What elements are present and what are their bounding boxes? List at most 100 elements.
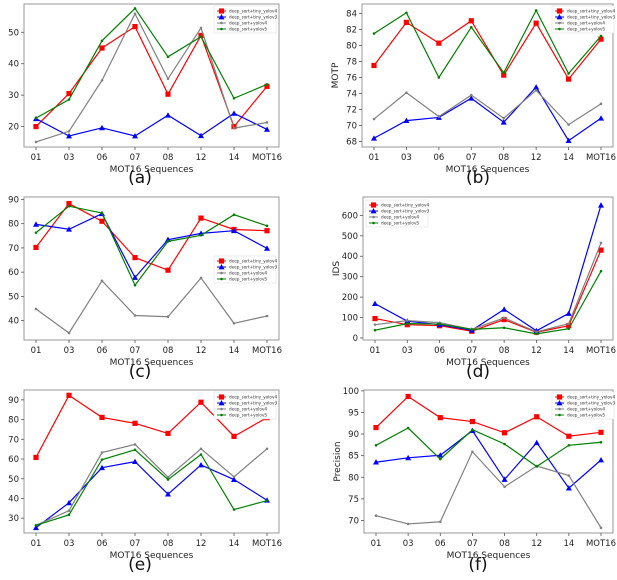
chart-panel-f: 01 03 06 07 08 12 14 MOT16 70 75 80 85 90 95 100 MOT16 … [333, 387, 616, 575]
x-tick-label: 01 [370, 346, 381, 356]
data-point [533, 84, 540, 90]
data-point [503, 442, 506, 446]
x-tick-label: 12 [196, 346, 207, 356]
data-point [372, 300, 378, 307]
data-point [67, 509, 71, 513]
data-point [34, 524, 38, 527]
data-point [471, 428, 474, 432]
data-point [34, 140, 38, 144]
data-point [405, 11, 408, 15]
legend: deep_sort+tiny_yolov4deep_sort+tiny_yolo… [213, 391, 277, 420]
data-point [373, 323, 377, 326]
data-point [100, 279, 104, 283]
x-tick-label: 12 [531, 346, 542, 356]
x-tick-label: 14 [563, 153, 574, 163]
data-point [501, 306, 508, 312]
series-line [35, 460, 268, 529]
data-point [598, 456, 604, 463]
panel-caption: (b) [466, 168, 490, 188]
data-point [232, 213, 236, 216]
x-tick-label: 14 [563, 346, 574, 356]
data-point [502, 326, 506, 330]
y-axis-label: Precision [333, 441, 343, 481]
y-tick-label: 30 [8, 514, 19, 524]
data-point [232, 508, 236, 511]
data-point [232, 96, 236, 100]
x-tick-label: 06 [435, 539, 446, 549]
data-point [166, 77, 170, 81]
series-line [374, 204, 602, 332]
data-point [132, 274, 138, 280]
x-tick-label: 07 [466, 153, 477, 163]
legend-label: deep_sort+yolov5 [229, 413, 267, 418]
legend-label: deep_sort+tiny_yolov3 [567, 401, 615, 406]
data-point [99, 124, 105, 131]
data-point [468, 95, 475, 101]
data-point [565, 137, 572, 144]
plot-area [363, 389, 614, 534]
data-point [599, 526, 603, 530]
y-axis-label: IDF1 [0, 258, 3, 279]
data-point [132, 254, 138, 261]
x-tick-label: 12 [196, 153, 207, 163]
data-point [67, 204, 71, 208]
x-tick-label: 06 [433, 153, 444, 163]
data-point [67, 513, 71, 517]
x-tick-label: 06 [97, 153, 108, 163]
data-point [565, 76, 572, 82]
x-tick-label: 07 [130, 153, 141, 163]
x-tick-label: MOT16 [586, 539, 616, 549]
data-point [132, 24, 138, 30]
x-tick-label: MOT16 [586, 153, 616, 163]
legend-marker [372, 215, 375, 219]
data-point [33, 244, 39, 251]
data-point [567, 123, 570, 126]
data-point [371, 62, 377, 69]
data-point [500, 119, 507, 125]
series-line [35, 7, 268, 119]
data-point [232, 475, 236, 479]
data-point [403, 117, 410, 124]
data-point [33, 221, 39, 227]
legend-label: deep_sort+tiny_yolov4 [567, 395, 615, 400]
y-tick-label: 500 [342, 232, 358, 242]
legend: deep_sort+tiny_yolov4deep_sort+tiny_yolo… [213, 255, 277, 284]
panel-caption: (a) [128, 168, 152, 188]
y-tick-label: 68 [346, 137, 357, 147]
legend-label: deep_sort+tiny_yolov4 [381, 203, 429, 208]
legend-label: deep_sort+yolov5 [567, 27, 605, 32]
x-tick-label: 03 [64, 539, 75, 549]
data-point [405, 319, 409, 322]
y-axis-label: MOTA [0, 62, 3, 89]
y-tick-label: 200 [342, 293, 358, 303]
panel-caption: (e) [128, 555, 152, 575]
y-tick-label: 600 [342, 211, 358, 221]
data-point [66, 499, 72, 506]
data-point [165, 91, 171, 97]
series-line [373, 89, 602, 126]
data-point [372, 32, 376, 35]
data-point [198, 132, 204, 139]
legend-marker [220, 407, 223, 411]
y-tick-label: 60 [8, 268, 19, 278]
x-tick-label: MOT16 [252, 346, 282, 356]
panel-caption: (f) [468, 555, 487, 575]
legend-label: deep_sort+yolov5 [567, 413, 605, 418]
data-point [198, 215, 204, 221]
data-point [403, 19, 410, 25]
x-tick-label: 12 [196, 539, 207, 549]
data-point [133, 443, 137, 446]
data-point [265, 499, 269, 502]
data-point [166, 315, 170, 319]
chart-panel-c: 01 03 06 07 08 12 14 MOT16 40 50 60 70 80 90 MOT16 Seq… [0, 195, 282, 382]
legend-marker [370, 208, 377, 214]
y-tick-label: 75 [348, 495, 359, 505]
data-point [199, 35, 203, 38]
data-point [100, 458, 104, 461]
x-tick-label: 12 [531, 539, 542, 549]
data-point [501, 430, 508, 436]
y-tick-label: 74 [346, 89, 357, 99]
data-point [501, 316, 507, 323]
y-tick-label: 100 [343, 387, 359, 397]
